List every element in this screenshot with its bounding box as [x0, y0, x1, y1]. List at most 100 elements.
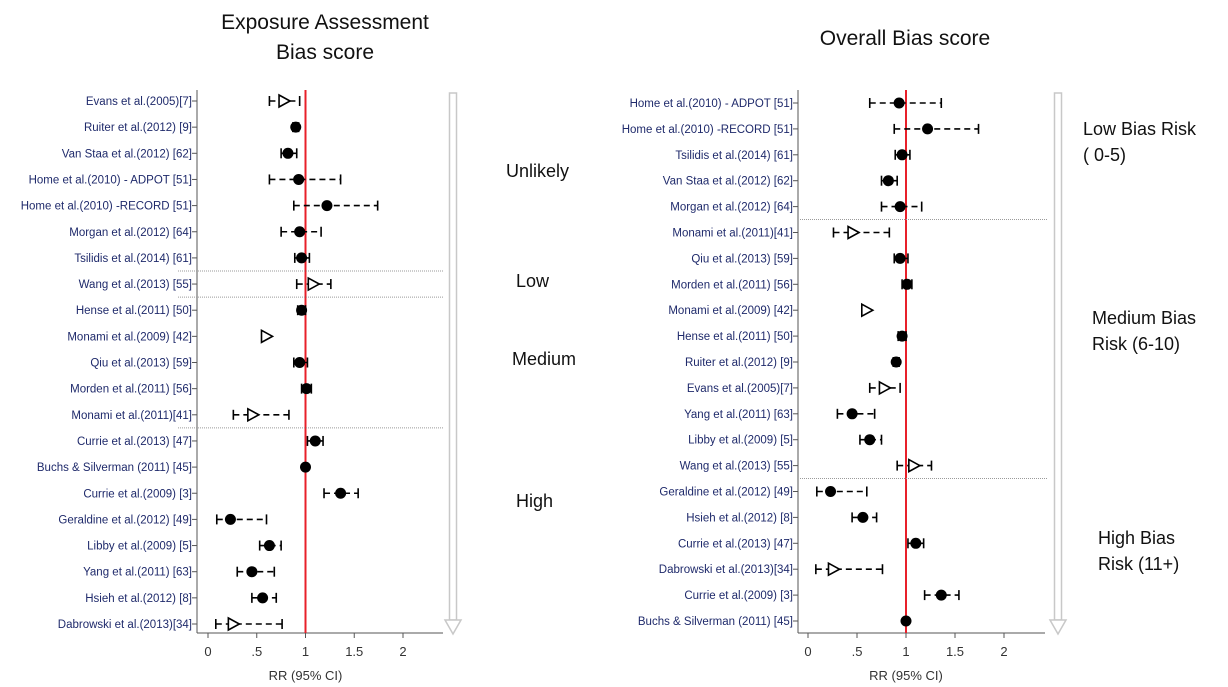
left-study-label-3: Home et al.(2010) - ADPOT [51] — [29, 174, 192, 186]
left-study-row-9: Monami et al.(2009) [42] — [67, 329, 275, 344]
right-study-label-18: Dabrowski et al.(2013)[34] — [659, 564, 793, 576]
left-down-arrow-icon — [443, 92, 463, 636]
right-study-label-14: Wang et al.(2013) [55] — [680, 461, 793, 473]
right-study-label-5: Monami et al.(2011)[41] — [672, 228, 793, 240]
left-study-label-12: Monami et al.(2011)[41] — [71, 410, 192, 422]
right-x-tick-label-3: 1.5 — [946, 644, 964, 659]
right-x-tick-label-4: 2 — [1000, 644, 1007, 659]
left-study-row-18: Yang et al.(2011) [63] — [83, 566, 276, 579]
left-point-estimate-3 — [293, 173, 305, 185]
right-study-label-11: Evans et al.(2005)[7] — [687, 383, 793, 395]
right-group-label-medium-bias: Medium Bias Risk (6-10) — [1092, 308, 1197, 354]
right-point-estimate-11 — [878, 380, 893, 396]
left-study-row-8: Hense et al.(2011) [50] — [76, 304, 308, 317]
right-group-label-high-bias: High Bias Risk (11+) — [1098, 528, 1180, 574]
right-point-estimate-15 — [825, 486, 837, 497]
left-study-label-10: Qiu et al.(2013) [59] — [90, 358, 192, 370]
left-study-label-19: Hsieh et al.(2012) [8] — [85, 593, 192, 605]
left-point-estimate-14 — [300, 461, 311, 473]
left-study-label-11: Morden et al.(2011) [56] — [70, 384, 192, 396]
left-study-label-8: Hense et al.(2011) [50] — [76, 305, 192, 317]
left-point-estimate-16 — [224, 513, 236, 525]
right-point-estimate-19 — [935, 589, 947, 601]
left-title-line-1: Exposure Assessment — [221, 11, 429, 34]
right-study-label-3: Van Staa et al.(2012) [62] — [663, 176, 793, 188]
left-arrow-shaft — [448, 92, 458, 621]
left-group-label-low: Low — [516, 271, 550, 291]
left-title-line-2: Bias score — [275, 41, 375, 64]
left-study-row-17: Libby et al.(2009) [5] — [87, 540, 282, 553]
left-point-estimate-2 — [282, 147, 294, 159]
left-study-row-4: Home et al.(2010) -RECORD [51] — [21, 200, 379, 213]
right-point-estimate-0 — [893, 97, 905, 109]
right-study-row-1: Home et al.(2010) -RECORD [51] — [622, 123, 980, 136]
right-study-row-15: Geraldine et al.(2012) [49] — [659, 486, 868, 499]
right-study-row-8: Monami et al.(2009) [42] — [668, 302, 875, 318]
left-study-label-17: Libby et al.(2009) [5] — [87, 541, 192, 553]
right-x-tick-label-2: 1 — [902, 644, 909, 659]
left-study-label-18: Yang et al.(2011) [63] — [83, 567, 192, 579]
right-study-row-0: Home et al.(2010) - ADPOT [51] — [630, 97, 943, 110]
right-study-label-2: Tsilidis et al.(2014) [61] — [675, 150, 793, 162]
left-point-estimate-17 — [263, 540, 275, 552]
right-point-estimate-6 — [894, 252, 906, 264]
left-point-estimate-11 — [300, 383, 312, 395]
left-point-estimate-12 — [247, 407, 261, 423]
left-study-row-6: Tsilidis et al.(2014) [61] — [74, 252, 311, 265]
right-point-estimate-14 — [908, 458, 922, 473]
left-arrow-head — [443, 619, 463, 636]
left-study-label-0: Evans et al.(2005)[7] — [86, 96, 192, 108]
right-study-row-4: Morgan et al.(2012) [64] — [670, 201, 923, 214]
left-point-estimate-4 — [321, 200, 333, 212]
right-study-label-7: Morden et al.(2011) [56] — [671, 279, 793, 291]
left-study-label-15: Currie et al.(2009) [3] — [83, 488, 192, 500]
right-study-row-10: Ruiter et al.(2012) [9] — [685, 356, 902, 369]
left-point-estimate-20 — [227, 616, 242, 632]
left-study-label-7: Wang et al.(2013) [55] — [79, 279, 192, 291]
left-point-estimate-10 — [294, 357, 306, 368]
left-x-tick-label-0: 0 — [204, 644, 211, 659]
left-x-tick-label-4: 2 — [399, 644, 406, 659]
right-study-label-16: Hsieh et al.(2012) [8] — [686, 512, 793, 524]
right-arrow-head — [1048, 619, 1068, 636]
left-point-estimate-5 — [294, 226, 306, 238]
right-title-line-1: Overall Bias score — [819, 27, 991, 50]
right-study-label-8: Monami et al.(2009) [42] — [668, 305, 793, 317]
right-study-label-17: Currie et al.(2013) [47] — [678, 538, 793, 550]
left-study-label-13: Currie et al.(2013) [47] — [77, 436, 192, 448]
left-point-estimate-6 — [296, 252, 308, 264]
left-x-tick-label-1: .5 — [251, 644, 262, 659]
left-study-label-9: Monami et al.(2009) [42] — [67, 331, 192, 343]
left-forest-plot: 0 .5 1 1.5 2 RR (95% CI) Evans et al.(2005)[7]… — [21, 90, 463, 683]
right-study-label-4: Morgan et al.(2012) [64] — [670, 202, 793, 214]
right-study-label-9: Hense et al.(2011) [50] — [677, 331, 793, 343]
right-point-estimate-5 — [847, 225, 861, 240]
left-study-row-13: Currie et al.(2013) [47] — [77, 435, 324, 448]
left-study-row-15: Currie et al.(2009) [3] — [83, 487, 359, 500]
left-study-label-1: Ruiter et al.(2012) [9] — [84, 122, 192, 134]
right-study-row-2: Tsilidis et al.(2014) [61] — [675, 149, 911, 162]
right-study-label-0: Home et al.(2010) - ADPOT [51] — [630, 98, 793, 110]
left-group-label-unlikely: Unlikely — [506, 161, 570, 181]
right-point-estimate-7 — [901, 278, 913, 290]
left-study-row-16: Geraldine et al.(2012) [49] — [58, 513, 268, 526]
left-study-label-20: Dabrowski et al.(2013)[34] — [58, 619, 192, 631]
right-study-label-12: Yang et al.(2011) [63] — [684, 409, 793, 421]
left-x-tick-label-2: 1 — [302, 644, 309, 659]
left-study-label-16: Geraldine et al.(2012) [49] — [58, 514, 192, 526]
left-group-label-medium: Medium — [512, 349, 577, 369]
right-study-row-7: Morden et al.(2011) [56] — [671, 278, 913, 291]
right-point-estimate-1 — [922, 123, 934, 135]
right-study-row-20: Buchs & Silverman (2011) [45] — [638, 615, 912, 628]
left-study-label-14: Buchs & Silverman (2011) [45] — [37, 462, 192, 474]
left-point-estimate-1 — [290, 121, 302, 133]
right-point-estimate-13 — [864, 434, 876, 446]
right-study-row-17: Currie et al.(2013) [47] — [678, 537, 925, 550]
right-x-tick-label-1: .5 — [852, 644, 863, 659]
right-x-tick-label-0: 0 — [804, 644, 811, 659]
right-study-row-6: Qiu et al.(2013) [59] — [691, 252, 909, 265]
right-point-estimate-10 — [890, 356, 902, 368]
left-study-row-14: Buchs & Silverman (2011) [45] — [37, 461, 311, 474]
left-x-tick-label-3: 1.5 — [345, 644, 363, 659]
